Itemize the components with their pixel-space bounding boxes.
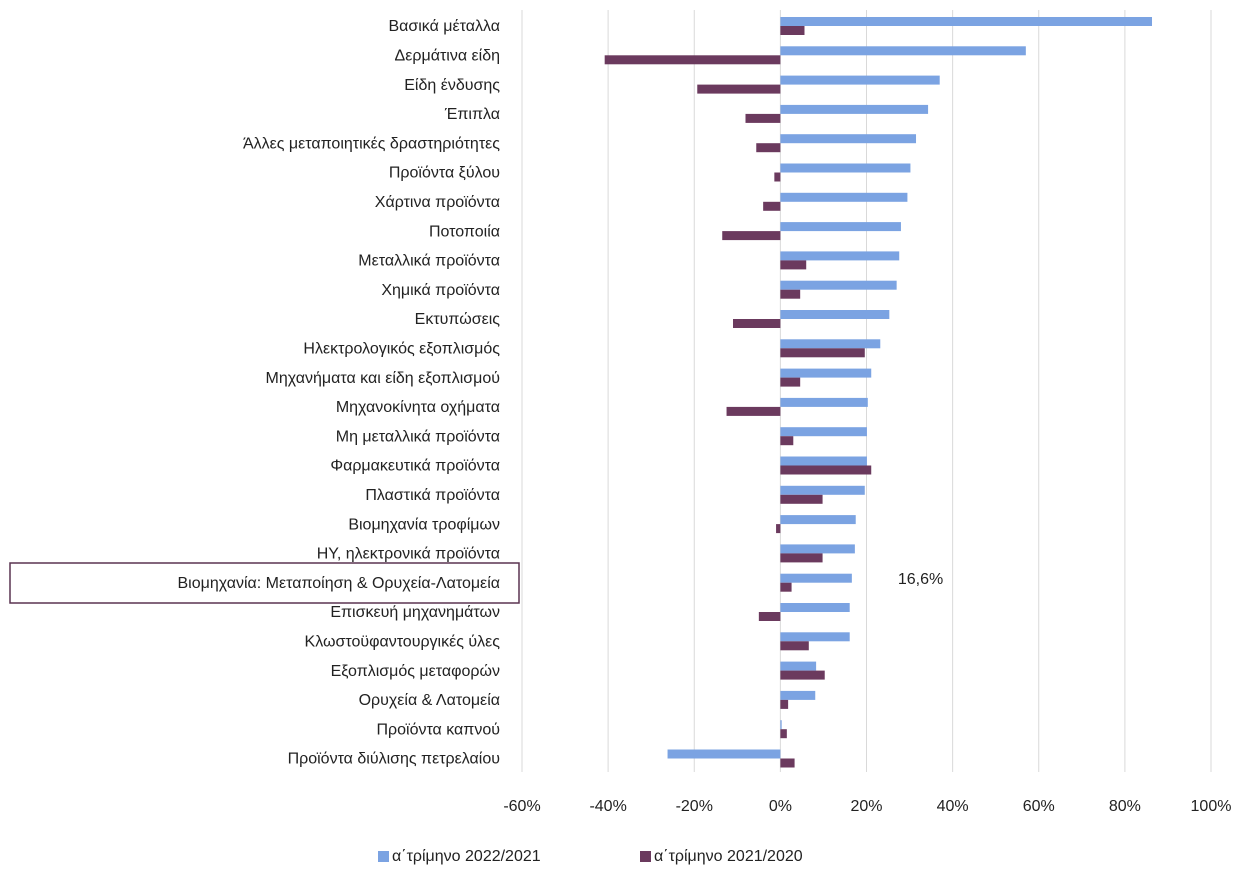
x-tick-label: 0% [769, 798, 792, 815]
bar [780, 573, 852, 583]
bar [780, 690, 816, 700]
y-tick-label: Πλαστικά προϊόντα [365, 487, 500, 504]
bar [780, 515, 856, 525]
y-tick-label: Μηχανήματα και είδη εξοπλισμού [266, 370, 500, 387]
bar [776, 524, 781, 534]
x-tick-label: 40% [937, 798, 969, 815]
y-tick-label: Μηχανοκίνητα οχήματα [336, 399, 500, 416]
bar [780, 348, 865, 358]
bar [780, 163, 911, 173]
bar [780, 222, 901, 232]
bar [780, 720, 782, 730]
bar [780, 46, 1026, 56]
bar [780, 260, 807, 270]
bar [780, 397, 868, 407]
bar [780, 289, 801, 299]
x-tick-label: 60% [1023, 798, 1055, 815]
bar [733, 319, 781, 328]
bar [780, 427, 867, 437]
y-tick-label: Ορυχεία & Λατομεία [359, 692, 500, 709]
bar [745, 113, 781, 123]
y-tick-label: Κλωστοϋφαντουργικές ύλες [305, 634, 501, 651]
legend-label: α΄τρίμηνο 2022/2021 [392, 848, 541, 865]
y-tick-label: Βιομηχανία: Μεταποίηση & Ορυχεία-Λατομεί… [177, 575, 500, 592]
bar [780, 582, 792, 592]
y-tick-label: Ποτοποιία [429, 223, 500, 240]
bar [780, 26, 805, 35]
y-tick-label: Προϊόντα καπνού [376, 721, 500, 738]
bar [780, 670, 825, 680]
data-label: 16,6% [898, 571, 943, 588]
x-tick-label: 20% [850, 798, 882, 815]
bar [697, 84, 781, 94]
bar [780, 485, 865, 495]
y-tick-label: Βιομηχανία τροφίμων [348, 516, 500, 533]
y-tick-label: Εκτυπώσεις [415, 311, 501, 328]
y-tick-label: Προϊόντα διύλισης πετρελαίου [288, 751, 500, 768]
bar [722, 231, 781, 241]
x-tick-label: 80% [1109, 798, 1141, 815]
y-tick-label: Φαρμακευτικά προϊόντα [330, 458, 500, 475]
legend-swatch [378, 851, 389, 862]
bar [780, 661, 817, 671]
bar [780, 368, 872, 378]
bar [780, 632, 850, 642]
x-tick-label: -60% [503, 798, 540, 815]
bar [758, 612, 781, 621]
bar [763, 201, 781, 211]
bar [780, 377, 801, 387]
bar [780, 75, 940, 85]
x-tick-label: 100% [1191, 798, 1232, 815]
bar [780, 104, 929, 114]
y-tick-label: Χάρτινα προϊόντα [375, 194, 500, 211]
legend-label: α΄τρίμηνο 2021/2020 [654, 848, 803, 865]
y-tick-label: Χημικά προϊόντα [381, 282, 500, 299]
bar [726, 406, 781, 416]
bar [780, 134, 917, 144]
bar [780, 465, 872, 475]
y-tick-label: Είδη ένδυσης [404, 77, 500, 94]
bar [780, 603, 850, 612]
bar [780, 192, 908, 202]
bar [780, 758, 795, 768]
y-tick-label: Προϊόντα ξύλου [389, 165, 500, 182]
bar [667, 749, 781, 759]
bar [780, 251, 900, 261]
bar [780, 17, 1153, 26]
y-tick-label: Ηλεκτρολογικός εξοπλισμός [303, 341, 500, 358]
legend-swatch [640, 851, 651, 862]
highlight-box [9, 562, 520, 604]
x-tick-label: -40% [589, 798, 626, 815]
bar [780, 310, 890, 319]
y-tick-label: Βασικά μέταλλα [388, 18, 500, 35]
y-tick-label: Μη μεταλλικά προϊόντα [336, 428, 500, 445]
y-tick-label: Έπιπλα [444, 106, 500, 123]
bar [780, 544, 855, 554]
bar [780, 456, 867, 466]
y-tick-label: Επισκευή μηχανημάτων [330, 604, 500, 621]
bar [780, 641, 809, 651]
bar [780, 494, 823, 504]
bar [780, 436, 794, 446]
bar [774, 172, 781, 182]
y-tick-label: Δερμάτινα είδη [395, 48, 500, 65]
bar [780, 339, 881, 349]
bar [604, 55, 781, 65]
bar [780, 553, 823, 563]
y-tick-label: ΗΥ, ηλεκτρονικά προϊόντα [317, 546, 500, 563]
x-tick-label: -20% [676, 798, 713, 815]
bar [780, 729, 787, 739]
y-tick-label: Εξοπλισμός μεταφορών [331, 663, 500, 680]
y-tick-label: Άλλες μεταποιητικές δραστηριότητες [243, 135, 500, 152]
bar [780, 699, 789, 709]
bar [780, 280, 897, 290]
y-tick-label: Μεταλλικά προϊόντα [358, 253, 500, 270]
bar [756, 143, 781, 153]
